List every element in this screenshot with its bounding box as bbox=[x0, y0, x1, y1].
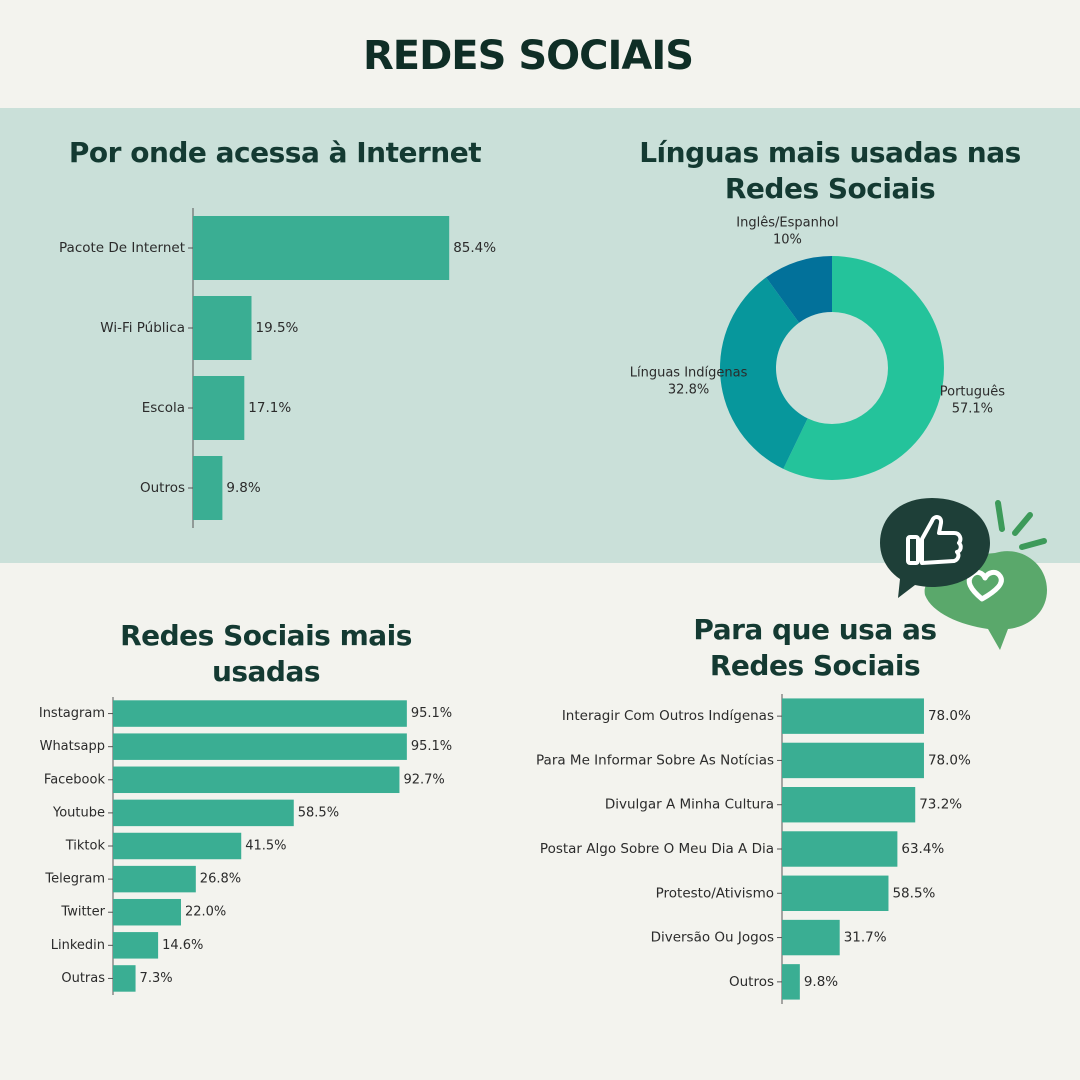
bar bbox=[782, 919, 840, 956]
data-label: 78.0% bbox=[928, 708, 971, 724]
languages-donut-chart: Português 57.1% Línguas Indígenas 32.8% Ingl… bbox=[630, 216, 1006, 480]
data-label: 73.2% bbox=[919, 797, 962, 813]
bar bbox=[113, 832, 242, 860]
y-tick-label: Whatsapp bbox=[40, 739, 105, 754]
data-label: 63.4% bbox=[901, 841, 944, 857]
donut-slice bbox=[720, 277, 808, 469]
slice-value-label: 32.8% bbox=[668, 382, 709, 397]
bar bbox=[113, 799, 294, 827]
donut-slice bbox=[766, 256, 832, 323]
usage-purpose-bar-chart: Interagir Com Outros Indígenas 78.0% Para … bbox=[536, 694, 971, 1004]
y-tick-label: Outras bbox=[61, 971, 105, 986]
y-tick-label: Pacote De Internet bbox=[59, 240, 185, 256]
slice-value-label: 10% bbox=[773, 233, 802, 248]
bar bbox=[113, 865, 196, 893]
bar bbox=[782, 698, 924, 734]
data-label: 95.1% bbox=[411, 739, 452, 754]
chart-title-languages: Línguas mais usadas nas Redes Sociais bbox=[639, 136, 1021, 205]
y-tick-label: Youtube bbox=[52, 805, 105, 820]
y-tick-label: Tiktok bbox=[65, 839, 106, 854]
y-tick-label: Protesto/Ativismo bbox=[656, 885, 774, 901]
bar bbox=[193, 456, 223, 520]
chart-title-social-networks: Redes Sociais mais usadas bbox=[120, 619, 412, 688]
y-tick-label: Escola bbox=[142, 400, 185, 416]
bar bbox=[113, 766, 400, 794]
y-tick-label: Telegram bbox=[44, 872, 105, 887]
y-tick-label: Instagram bbox=[39, 706, 105, 721]
y-tick-label: Diversão Ou Jogos bbox=[651, 930, 774, 946]
bar bbox=[193, 216, 450, 280]
internet-access-bar-chart: Pacote De Internet 85.4% Wi-Fi Pública 19.5… bbox=[59, 208, 496, 528]
bar bbox=[193, 376, 245, 440]
data-label: 7.3% bbox=[140, 971, 173, 986]
y-tick-label: Outros bbox=[140, 480, 185, 496]
data-label: 31.7% bbox=[844, 930, 887, 946]
data-label: 19.5% bbox=[256, 320, 299, 336]
bar bbox=[782, 875, 889, 911]
bar bbox=[113, 733, 407, 760]
speech-bubble-icon bbox=[880, 498, 990, 598]
social-bubbles-illustration bbox=[880, 498, 1047, 650]
chart-title-internet-access: Por onde acessa à Internet bbox=[68, 136, 482, 169]
slice-label: Línguas Indígenas bbox=[630, 365, 748, 380]
bar bbox=[782, 964, 800, 1000]
thumbs-up-icon bbox=[906, 515, 963, 565]
bar bbox=[193, 296, 252, 360]
data-label: 92.7% bbox=[403, 772, 444, 787]
data-label: 9.8% bbox=[226, 480, 260, 496]
y-tick-label: Para Me Informar Sobre As Notícias bbox=[536, 752, 774, 768]
data-label: 14.6% bbox=[162, 938, 203, 953]
bar bbox=[113, 932, 159, 959]
bar bbox=[782, 742, 924, 779]
heart-icon bbox=[966, 569, 1004, 602]
data-label: 95.1% bbox=[411, 706, 452, 721]
chart-title-usage-purpose: Para que usa as Redes Sociais bbox=[693, 613, 937, 682]
data-label: 78.0% bbox=[928, 752, 971, 768]
y-tick-label: Facebook bbox=[44, 772, 106, 787]
bar bbox=[782, 831, 898, 867]
slice-value-label: 57.1% bbox=[952, 402, 993, 417]
data-label: 58.5% bbox=[298, 805, 339, 820]
data-label: 85.4% bbox=[453, 240, 496, 256]
data-label: 17.1% bbox=[248, 400, 291, 416]
data-label: 58.5% bbox=[892, 885, 935, 901]
bar bbox=[782, 787, 916, 823]
page-title: REDES SOCIAIS bbox=[362, 33, 694, 79]
donut-slice bbox=[783, 256, 944, 480]
bar bbox=[113, 898, 181, 926]
bar bbox=[113, 965, 136, 992]
data-label: 41.5% bbox=[245, 839, 286, 854]
social-networks-bar-chart: Instagram 95.1% Whatsapp 95.1% Facebook 92.7%… bbox=[39, 697, 452, 995]
y-tick-label: Postar Algo Sobre O Meu Dia A Dia bbox=[540, 841, 774, 857]
y-tick-label: Linkedin bbox=[51, 938, 105, 953]
slice-label: Português bbox=[940, 385, 1006, 400]
y-tick-label: Divulgar A Minha Cultura bbox=[605, 797, 774, 813]
y-tick-label: Outros bbox=[729, 974, 774, 990]
y-tick-label: Interagir Com Outros Indígenas bbox=[562, 708, 774, 724]
spark-icon bbox=[995, 500, 1047, 550]
slice-label: Inglês/Espanhol bbox=[736, 216, 838, 231]
data-label: 9.8% bbox=[804, 974, 838, 990]
data-label: 22.0% bbox=[185, 905, 226, 920]
y-tick-label: Wi-Fi Pública bbox=[100, 320, 185, 336]
y-tick-label: Twitter bbox=[60, 905, 105, 920]
bar bbox=[113, 700, 407, 727]
data-label: 26.8% bbox=[200, 872, 241, 887]
